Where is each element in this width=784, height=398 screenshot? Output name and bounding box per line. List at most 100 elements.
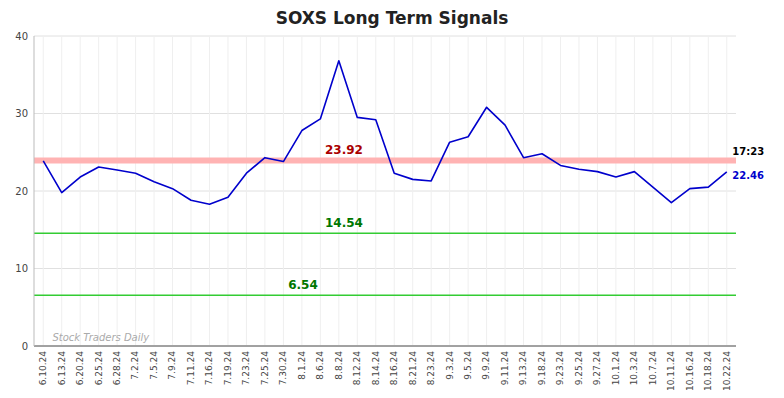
grid-line-x — [708, 36, 709, 346]
x-tick-label: 10.22.24 — [722, 351, 732, 391]
grid-line-x — [209, 36, 210, 346]
x-tick-label: 10.3.24 — [629, 351, 639, 386]
x-tick-label: 9.3.24 — [445, 351, 455, 380]
grid-line-y — [34, 36, 736, 37]
x-tick-label: 7.5.24 — [149, 351, 159, 380]
grid-line-x — [172, 36, 173, 346]
x-tick-label: 6.25.24 — [94, 351, 104, 386]
y-tick-label: 0 — [22, 341, 28, 352]
x-tick-label: 6.13.24 — [57, 351, 67, 386]
grid-line-x — [652, 36, 653, 346]
x-tick-label: 8.21.24 — [408, 351, 418, 386]
x-tick-label: 10.7.24 — [648, 351, 658, 386]
x-tick-label: 8.23.24 — [426, 351, 436, 386]
x-tick-label: 6.20.24 — [75, 351, 85, 386]
x-tick-label: 9.18.24 — [537, 351, 547, 386]
grid-line-x — [246, 36, 247, 346]
x-tick-label: 7.9.24 — [167, 351, 177, 380]
grid-line-x — [264, 36, 265, 346]
grid-line-x — [135, 36, 136, 346]
x-tick-label: 10.11.24 — [666, 351, 676, 391]
grid-line-x — [468, 36, 469, 346]
x-tick-label: 9.25.24 — [574, 351, 584, 386]
grid-line-x — [486, 36, 487, 346]
reference-line — [34, 233, 736, 235]
grid-line-x — [597, 36, 598, 346]
x-tick-label: 7.16.24 — [204, 351, 214, 386]
x-tick-label: 8.6.24 — [315, 351, 325, 380]
grid-line-y — [34, 113, 736, 114]
grid — [34, 36, 736, 346]
y-axis-line — [34, 36, 35, 346]
x-tick-label: 8.14.24 — [371, 351, 381, 386]
annotation: 22.46 — [732, 170, 764, 181]
grid-line-y — [34, 268, 736, 269]
y-tick-label: 40 — [15, 31, 28, 42]
title: SOXS Long Term Signals — [276, 8, 509, 28]
x-tick-label: 10.16.24 — [685, 351, 695, 391]
y-tick-label: 30 — [15, 108, 28, 119]
grid-line-y — [34, 346, 736, 347]
grid-line-x — [431, 36, 432, 346]
x-tick-label: 7.11.24 — [186, 351, 196, 386]
watermark: Stock Traders Daily — [52, 332, 150, 343]
grid-line-x — [449, 36, 450, 346]
x-tick-label: 10.18.24 — [703, 351, 713, 391]
x-tick-label: 7.30.24 — [278, 351, 288, 386]
y-tick-label: 10 — [15, 263, 28, 274]
x-tick-label: 9.5.24 — [463, 351, 473, 380]
grid-line-x — [542, 36, 543, 346]
grid-line-x — [117, 36, 118, 346]
x-tick-label: 6.10.24 — [38, 351, 48, 386]
x-tick-label: 8.16.24 — [389, 351, 399, 386]
x-tick-label: 9.23.24 — [555, 351, 565, 386]
grid-line-x — [634, 36, 635, 346]
price-line — [43, 61, 727, 204]
x-tick-label: 9.13.24 — [518, 351, 528, 386]
x-tick-label: 7.19.24 — [223, 351, 233, 386]
grid-line-x — [578, 36, 579, 346]
grid-line-x — [301, 36, 302, 346]
x-tick-label: 8.1.24 — [297, 351, 307, 380]
x-tick-label: 9.11.24 — [500, 351, 510, 386]
grid-line-x — [412, 36, 413, 346]
grid-line-x — [320, 36, 321, 346]
x-tick-label: 10.1.24 — [611, 351, 621, 386]
grid-line-x — [671, 36, 672, 346]
x-tick-label: 8.8.24 — [334, 351, 344, 380]
reference-label: 6.54 — [288, 278, 318, 292]
reference-line — [34, 158, 736, 164]
annotation: 17:23 — [732, 146, 764, 157]
grid-line-x — [375, 36, 376, 346]
x-tick-label: 9.27.24 — [592, 351, 602, 386]
x-tick-label: 6.28.24 — [112, 351, 122, 386]
grid-line-x — [80, 36, 81, 346]
grid-line-x — [689, 36, 690, 346]
grid-line-x — [615, 36, 616, 346]
grid-line-x — [227, 36, 228, 346]
grid-line-x — [394, 36, 395, 346]
grid-line-x — [43, 36, 44, 346]
grid-line-y — [34, 191, 736, 192]
plot-area — [34, 61, 736, 296]
x-tick-label: 7.23.24 — [241, 351, 251, 386]
grid-line-x — [191, 36, 192, 346]
x-tick-label: 8.12.24 — [352, 351, 362, 386]
grid-line-x — [154, 36, 155, 346]
grid-line-x — [560, 36, 561, 346]
y-tick-label: 20 — [15, 186, 28, 197]
x-tick-label: 9.9.24 — [481, 351, 491, 380]
x-axis-line — [34, 346, 736, 347]
x-tick-label: 7.2.24 — [130, 351, 140, 380]
grid-line-x — [726, 36, 727, 346]
grid-line-x — [357, 36, 358, 346]
grid-line-x — [283, 36, 284, 346]
grid-line-x — [98, 36, 99, 346]
grid-line-x — [523, 36, 524, 346]
grid-line-x — [338, 36, 339, 346]
reference-line — [34, 295, 736, 297]
x-tick-label: 7.25.24 — [260, 351, 270, 386]
reference-label: 23.92 — [325, 143, 363, 157]
grid-line-x — [505, 36, 506, 346]
chart: SOXS Long Term Signals 0 10 20 30 40 6.10.24 6.… — [0, 0, 784, 398]
